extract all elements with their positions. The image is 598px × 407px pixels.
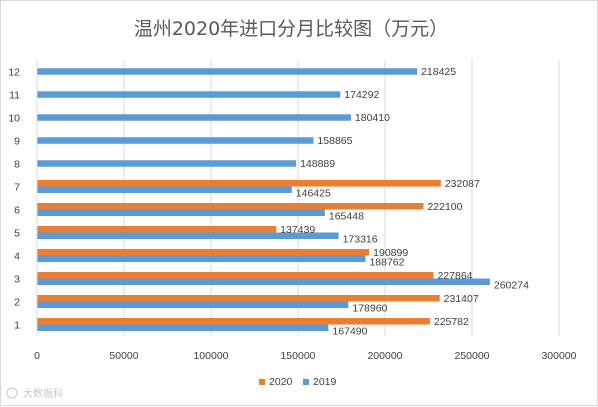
- bar-2019-month-6: [37, 209, 325, 216]
- bar-2020-month-3: [37, 272, 434, 279]
- data-label-2020: 231407: [444, 293, 479, 305]
- legend: 2020 2019: [259, 376, 337, 388]
- data-label-2019: 188762: [369, 256, 404, 268]
- bar-2020-month-2: [37, 295, 440, 302]
- data-label-2020: 190899: [373, 247, 408, 259]
- bar-2020-month-6: [37, 203, 424, 210]
- bar-2019-month-10: [37, 114, 351, 121]
- y-tick-label: 10: [8, 113, 20, 125]
- bar-2019-month-5: [37, 232, 339, 239]
- data-label-2019: 173316: [343, 233, 378, 245]
- y-tick-label: 3: [14, 274, 20, 286]
- y-tick-label: 7: [14, 182, 20, 194]
- y-tick-label: 4: [14, 251, 20, 263]
- x-tick-label: 200000: [367, 350, 402, 362]
- y-tick-label: 8: [14, 159, 20, 171]
- bar-2019-month-11: [37, 91, 341, 98]
- data-label-2019: 178960: [352, 302, 387, 314]
- bar-2020-month-5: [37, 226, 277, 233]
- data-label-2019: 174292: [344, 89, 379, 101]
- y-tick-label: 1: [14, 320, 20, 332]
- y-tick-label: 5: [14, 228, 20, 240]
- x-tick-label: 250000: [454, 350, 489, 362]
- bar-2019-month-4: [37, 255, 366, 262]
- x-tick-label: 300000: [541, 350, 576, 362]
- data-label-2019: 218425: [421, 66, 456, 78]
- watermark-text: 大数据科: [23, 387, 63, 400]
- x-tick-label: 100000: [193, 350, 228, 362]
- y-tick-label: 11: [9, 90, 20, 102]
- legend-swatch-2019: [303, 379, 309, 385]
- legend-label-2020: 2020: [269, 376, 293, 388]
- bar-2019-month-3: [37, 278, 490, 285]
- x-axis: 0 50000 100000 150000 200000 250000 300000: [34, 60, 577, 362]
- data-label-2019: 180410: [355, 112, 390, 124]
- bar-2019-month-7: [37, 186, 292, 193]
- watermark: 大数据科: [6, 387, 63, 400]
- bar-2020-month-4: [37, 249, 370, 256]
- bar-2019-month-9: [37, 137, 314, 144]
- data-label-2020: 227864: [437, 270, 472, 282]
- legend-label-2019: 2019: [313, 376, 337, 388]
- data-label-2020: 232087: [445, 178, 480, 190]
- chart-title: 温州2020年进口分月比较图（万元）: [134, 18, 448, 40]
- data-label-2020: 137439: [280, 224, 315, 236]
- y-tick-label: 6: [14, 205, 20, 217]
- data-labels: 225782 167490 231407 178960 227864 260274 1908…: [280, 66, 529, 337]
- bars: [37, 68, 490, 331]
- bar-2019-month-12: [37, 68, 418, 75]
- data-label-2019: 146425: [296, 187, 331, 199]
- data-label-2019: 260274: [494, 279, 529, 291]
- data-label-2019: 148889: [300, 158, 335, 170]
- data-label-2020: 222100: [427, 201, 462, 213]
- gridlines: [36, 60, 560, 336]
- watermark-logo-icon: [6, 387, 18, 399]
- data-label-2019: 167490: [332, 325, 367, 337]
- bar-2020-month-7: [37, 180, 441, 187]
- data-label-2019: 158865: [317, 135, 352, 147]
- data-label-2019: 165448: [329, 210, 364, 222]
- bar-2019-month-8: [37, 160, 297, 167]
- y-tick-label: 9: [14, 136, 20, 148]
- bar-2019-month-1: [37, 324, 329, 331]
- bar-2020-month-1: [37, 318, 430, 325]
- data-label-2020: 225782: [434, 316, 469, 328]
- x-tick-label: 50000: [109, 350, 138, 362]
- bar-2019-month-2: [37, 301, 349, 308]
- y-tick-label: 2: [14, 297, 20, 309]
- legend-swatch-2020: [259, 379, 265, 385]
- x-tick-label: 0: [34, 350, 40, 362]
- y-tick-label: 12: [8, 67, 20, 79]
- x-tick-label: 150000: [280, 350, 315, 362]
